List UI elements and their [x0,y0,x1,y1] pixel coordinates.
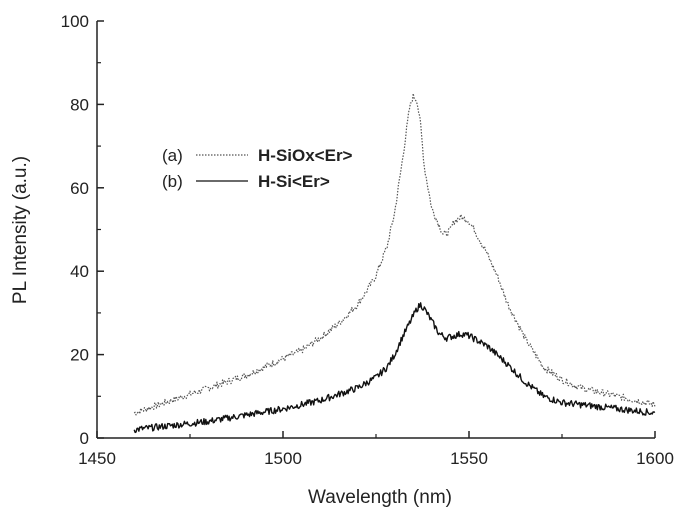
x-tick-label: 1500 [264,449,302,468]
y-axis-label: PL Intensity (a.u.) [10,156,31,304]
x-ticks: 1450 1500 1550 1600 [78,431,674,468]
x-axis-label: Wavelength (nm) [308,487,452,508]
y-tick-label: 40 [70,262,89,281]
y-tick-label: 60 [70,179,89,198]
series-group [133,92,656,434]
series-line-h-si-er [133,302,656,434]
y-tick-label: 0 [80,429,89,448]
y-ticks: 0 20 40 60 80 100 [61,12,104,448]
x-tick-label: 1550 [450,449,488,468]
legend-key: (a) [162,146,183,165]
y-tick-label: 100 [61,12,89,31]
series-line-h-siox-er [133,92,656,416]
x-tick-label: 1600 [636,449,674,468]
legend-series-name: H-SiOx<Er> [258,146,353,165]
y-tick-label: 20 [70,346,89,365]
legend-series-name: H-Si<Er> [258,172,330,191]
legend: (a) H-SiOx<Er> (b) H-Si<Er> [162,146,353,191]
legend-key: (b) [162,172,183,191]
x-tick-label: 1450 [78,449,116,468]
y-tick-label: 80 [70,95,89,114]
